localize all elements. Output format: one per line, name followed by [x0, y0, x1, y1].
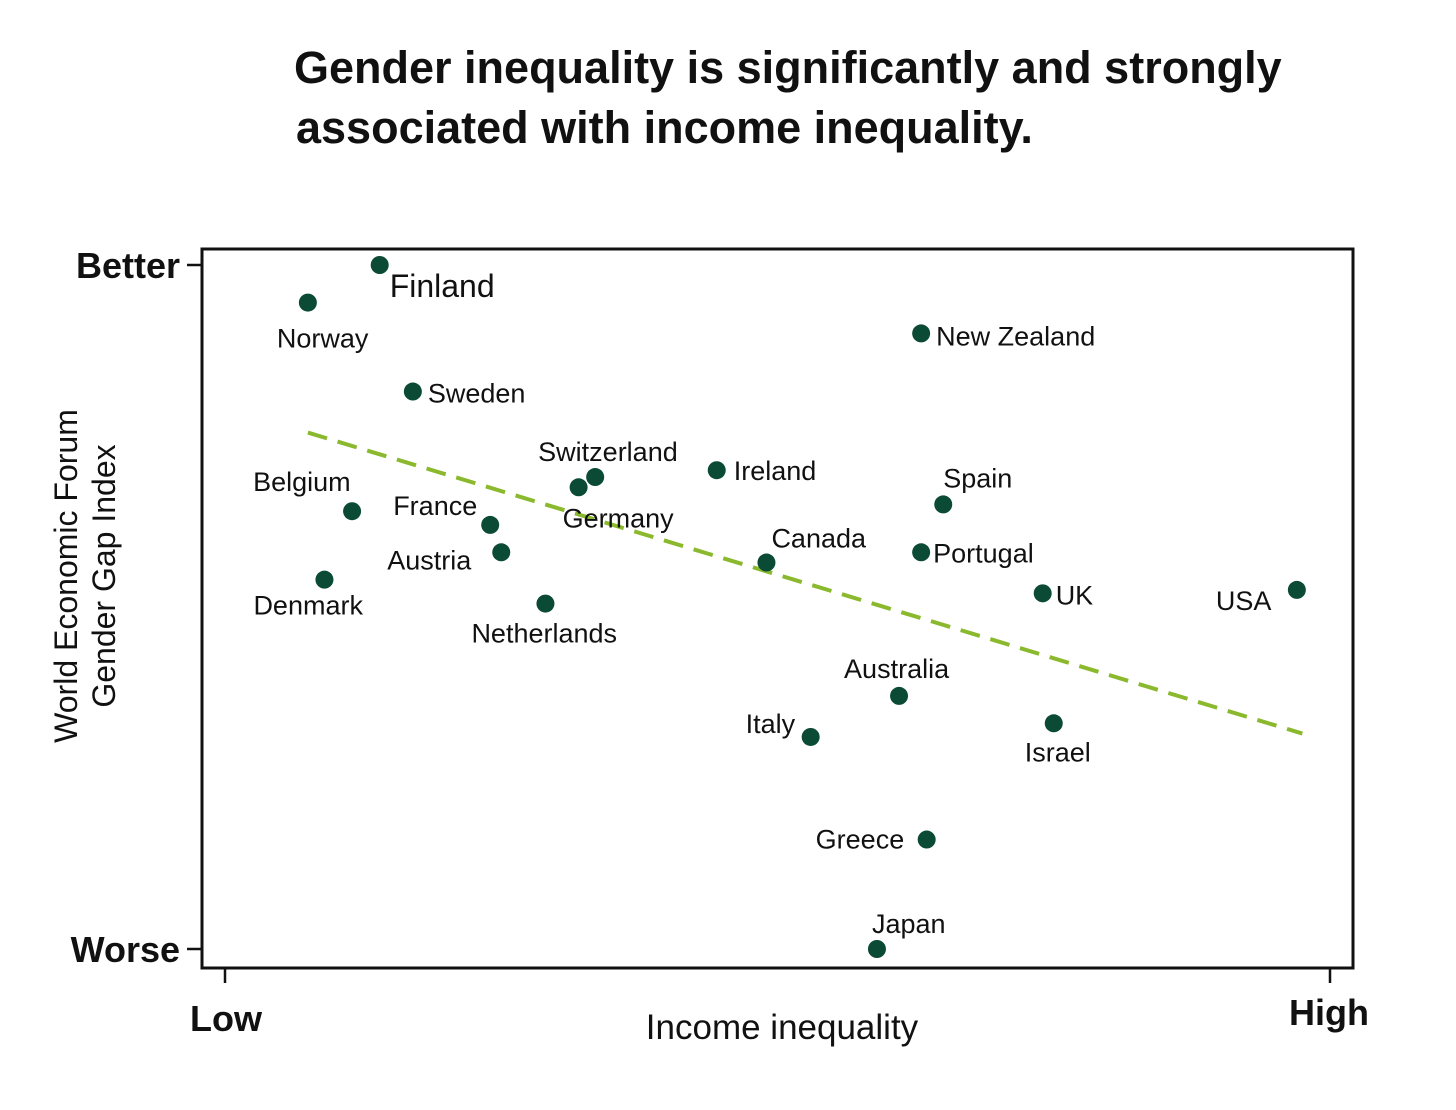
data-label-austria: Austria [387, 545, 472, 575]
trendline-layer [307, 430, 1303, 736]
data-point-belgium [343, 502, 362, 521]
y-axis-title-line-1: World Economic Forum [48, 409, 84, 743]
data-label-canada: Canada [771, 524, 867, 554]
plot-area-frame [200, 247, 1355, 970]
chart-title: Gender inequality is significantly and s… [294, 38, 1434, 158]
data-label-usa: USA [1216, 586, 1272, 616]
x-tick-label-low: Low [190, 998, 263, 1039]
data-point-ireland [707, 461, 726, 480]
chart-title-line-2: associated with income inequality. [296, 102, 1033, 153]
data-point-germany [569, 478, 588, 497]
data-point-israel [1044, 714, 1063, 733]
data-label-greece: Greece [816, 825, 905, 855]
data-label-germany: Germany [563, 503, 675, 533]
data-point-france [481, 515, 500, 534]
y-tick-label-worse: Worse [71, 929, 180, 970]
data-point-spain [934, 495, 953, 514]
trendline [307, 430, 1303, 736]
data-point-norway [298, 293, 317, 312]
chart-title-line-1: Gender inequality is significantly and s… [294, 42, 1282, 93]
data-point-canada [757, 553, 776, 572]
data-label-japan: Japan [872, 909, 946, 939]
data-point-greece [917, 830, 936, 849]
data-point-netherlands [536, 594, 555, 613]
data-label-finland: Finland [390, 268, 495, 304]
data-label-norway: Norway [277, 324, 369, 354]
data-label-portugal: Portugal [933, 538, 1034, 568]
data-point-austria [492, 543, 511, 562]
data-label-australia: Australia [844, 654, 950, 684]
data-label-switzerland: Switzerland [538, 437, 678, 467]
data-label-belgium: Belgium [253, 467, 351, 497]
data-label-france: France [393, 491, 477, 521]
data-point-denmark [315, 570, 334, 589]
data-label-netherlands: Netherlands [471, 619, 617, 649]
data-point-portugal [912, 543, 931, 562]
data-point-switzerland [586, 468, 605, 487]
data-point-sweden [403, 382, 422, 401]
data-label-israel: Israel [1025, 737, 1091, 767]
data-labels-layer: Finland Norway New Zealand Sweden Switzerlan… [253, 268, 1271, 939]
y-tick-label-better: Better [76, 245, 180, 286]
data-point-uk [1033, 584, 1052, 603]
data-label-sweden: Sweden [428, 379, 526, 409]
data-label-denmark: Denmark [253, 591, 363, 621]
data-label-italy: Italy [746, 709, 796, 739]
y-axis-title-line-2: Gender Gap Index [86, 444, 122, 707]
x-tick-label-high: High [1289, 992, 1369, 1033]
data-point-japan [867, 940, 886, 958]
x-axis-title: Income inequality [646, 1008, 919, 1047]
data-point-australia [890, 686, 909, 705]
data-label-new-zealand: New Zealand [936, 321, 1095, 351]
data-point-usa [1287, 580, 1306, 599]
data-label-ireland: Ireland [734, 456, 817, 486]
data-label-spain: Spain [943, 463, 1012, 493]
data-points-layer [298, 256, 1306, 958]
data-label-uk: UK [1056, 580, 1094, 610]
y-axis-title: World Economic Forum Gender Gap Index [48, 409, 122, 743]
data-point-finland [370, 256, 389, 274]
data-point-new-zealand [912, 324, 931, 343]
data-point-italy [801, 727, 820, 746]
